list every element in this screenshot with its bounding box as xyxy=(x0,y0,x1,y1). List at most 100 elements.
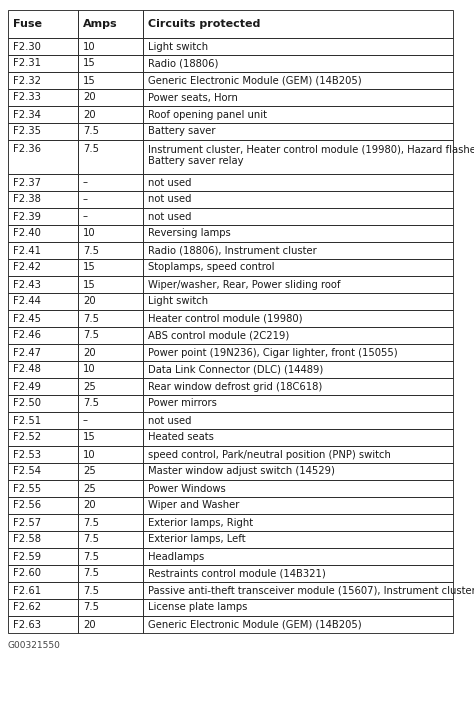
Text: Amps: Amps xyxy=(83,19,118,29)
Text: G00321550: G00321550 xyxy=(8,641,61,650)
Bar xyxy=(143,548,453,565)
Text: –: – xyxy=(83,211,88,222)
Text: Rear window defrost grid (18C618): Rear window defrost grid (18C618) xyxy=(148,382,322,392)
Bar xyxy=(8,480,78,497)
Text: F2.34: F2.34 xyxy=(13,109,41,119)
Bar xyxy=(143,361,453,378)
Text: Roof opening panel unit: Roof opening panel unit xyxy=(148,109,267,119)
Bar xyxy=(143,395,453,412)
Text: F2.42: F2.42 xyxy=(13,262,41,272)
Text: F2.40: F2.40 xyxy=(13,228,41,238)
Text: 15: 15 xyxy=(83,58,96,68)
Bar xyxy=(143,208,453,225)
Bar xyxy=(143,123,453,140)
Bar xyxy=(78,565,143,582)
Bar xyxy=(8,497,78,514)
Bar xyxy=(78,106,143,123)
Text: 10: 10 xyxy=(83,449,96,459)
Text: F2.38: F2.38 xyxy=(13,195,41,205)
Bar xyxy=(78,310,143,327)
Text: 10: 10 xyxy=(83,41,96,51)
Text: F2.60: F2.60 xyxy=(13,569,41,579)
Text: not used: not used xyxy=(148,211,191,222)
Bar xyxy=(78,191,143,208)
Text: Passive anti-theft transceiver module (15607), Instrument cluster: Passive anti-theft transceiver module (1… xyxy=(148,585,474,596)
Bar xyxy=(78,140,143,174)
Bar xyxy=(143,55,453,72)
Text: Heated seats: Heated seats xyxy=(148,432,214,442)
Text: speed control, Park/neutral position (PNP) switch: speed control, Park/neutral position (PN… xyxy=(148,449,391,459)
Bar xyxy=(8,531,78,548)
Bar xyxy=(78,55,143,72)
Bar xyxy=(78,548,143,565)
Bar xyxy=(143,38,453,55)
Bar xyxy=(143,191,453,208)
Text: Power mirrors: Power mirrors xyxy=(148,398,217,409)
Bar xyxy=(78,480,143,497)
Bar xyxy=(78,582,143,599)
Text: License plate lamps: License plate lamps xyxy=(148,602,247,612)
Text: F2.59: F2.59 xyxy=(13,552,41,562)
Bar xyxy=(8,514,78,531)
Bar xyxy=(8,106,78,123)
Text: F2.31: F2.31 xyxy=(13,58,41,68)
Bar xyxy=(143,310,453,327)
Bar xyxy=(8,616,78,633)
Text: Restraints control module (14B321): Restraints control module (14B321) xyxy=(148,569,326,579)
Text: 15: 15 xyxy=(83,262,96,272)
Text: F2.44: F2.44 xyxy=(13,296,41,306)
Bar xyxy=(78,208,143,225)
Bar xyxy=(8,225,78,242)
Bar xyxy=(78,378,143,395)
Bar xyxy=(8,259,78,276)
Bar xyxy=(8,378,78,395)
Bar xyxy=(8,208,78,225)
Bar xyxy=(8,55,78,72)
Text: 7.5: 7.5 xyxy=(83,602,99,612)
Text: F2.32: F2.32 xyxy=(13,75,41,85)
Text: 20: 20 xyxy=(83,348,96,358)
Bar xyxy=(143,616,453,633)
Text: Master window adjust switch (14529): Master window adjust switch (14529) xyxy=(148,466,335,476)
Text: F2.46: F2.46 xyxy=(13,331,41,341)
Text: Power Windows: Power Windows xyxy=(148,483,226,493)
Text: Headlamps: Headlamps xyxy=(148,552,204,562)
Text: F2.36: F2.36 xyxy=(13,144,41,154)
Text: F2.56: F2.56 xyxy=(13,501,41,510)
Text: Radio (18806): Radio (18806) xyxy=(148,58,219,68)
Text: F2.55: F2.55 xyxy=(13,483,41,493)
Text: 7.5: 7.5 xyxy=(83,398,99,409)
Text: Wiper and Washer: Wiper and Washer xyxy=(148,501,239,510)
Bar xyxy=(143,582,453,599)
Bar xyxy=(78,38,143,55)
Bar xyxy=(78,616,143,633)
Bar xyxy=(78,599,143,616)
Bar xyxy=(8,429,78,446)
Text: 7.5: 7.5 xyxy=(83,245,99,255)
Bar xyxy=(143,89,453,106)
Text: 7.5: 7.5 xyxy=(83,127,99,137)
Bar xyxy=(8,10,78,38)
Bar xyxy=(8,123,78,140)
Text: F2.51: F2.51 xyxy=(13,415,41,425)
Bar xyxy=(78,123,143,140)
Text: Data Link Connector (DLC) (14489): Data Link Connector (DLC) (14489) xyxy=(148,365,323,375)
Bar xyxy=(8,140,78,174)
Bar xyxy=(143,565,453,582)
Bar xyxy=(143,225,453,242)
Text: Generic Electronic Module (GEM) (14B205): Generic Electronic Module (GEM) (14B205) xyxy=(148,75,362,85)
Text: F2.37: F2.37 xyxy=(13,178,41,188)
Text: 25: 25 xyxy=(83,483,96,493)
Bar xyxy=(8,548,78,565)
Bar xyxy=(8,293,78,310)
Text: 20: 20 xyxy=(83,109,96,119)
Text: Exterior lamps, Right: Exterior lamps, Right xyxy=(148,518,253,528)
Text: F2.47: F2.47 xyxy=(13,348,41,358)
Text: F2.33: F2.33 xyxy=(13,92,41,102)
Bar xyxy=(8,276,78,293)
Bar xyxy=(78,446,143,463)
Bar xyxy=(78,10,143,38)
Bar xyxy=(143,242,453,259)
Text: 20: 20 xyxy=(83,92,96,102)
Bar xyxy=(8,344,78,361)
